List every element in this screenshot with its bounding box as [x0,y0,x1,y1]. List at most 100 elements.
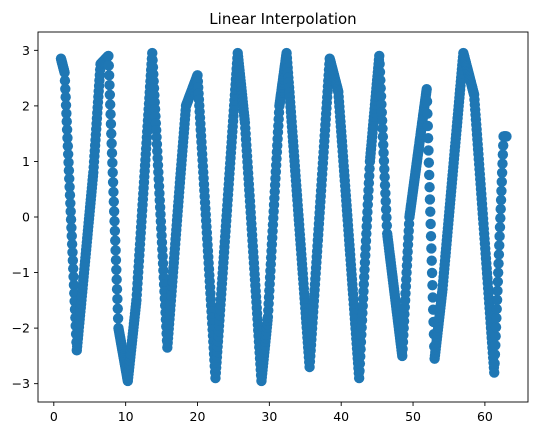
data-point [62,149,74,160]
data-point [374,50,385,62]
data-point [374,66,386,78]
x-tick-label: 20 [190,409,206,424]
data-point [494,222,506,233]
y-tick-label: 2 [22,98,30,113]
data-point [111,264,122,275]
data-point [378,139,389,150]
data-point [494,231,505,242]
data-point [60,100,72,111]
data-point [61,124,73,135]
data-point [61,108,72,119]
chart-title: Linear Interpolation [209,10,356,28]
y-axis: −3 −2 −1 0 1 2 3 [12,43,38,391]
x-tick-label: 40 [333,409,349,424]
x-tick-label: 60 [477,409,493,424]
data-point [105,118,117,130]
data-point [375,91,387,102]
data-point [489,358,500,369]
data-point [104,89,116,100]
data-point [111,274,122,285]
data-point [376,99,387,110]
data-point [378,147,389,159]
data-point [493,249,505,260]
data-point [68,263,79,274]
data-point [495,212,506,224]
y-tick-label: −3 [12,376,30,391]
data-point [109,215,120,227]
x-tick-label: 30 [261,409,277,424]
data-point [111,284,123,295]
data-point [380,188,391,199]
data-point [107,157,118,169]
data-point [103,60,114,71]
data-point [64,173,75,184]
y-tick-label: −1 [12,265,30,280]
data-point [496,185,507,197]
data-point [108,186,119,198]
y-tick-label: −2 [12,321,30,336]
data-point [66,238,78,250]
data-point [109,225,121,237]
data-point [108,196,120,207]
data-point [67,247,78,258]
data-point [68,279,80,291]
data-point [498,140,509,151]
data-point [67,255,79,266]
data-point [426,255,437,266]
data-point [66,222,77,233]
data-point [427,279,438,291]
data-point [379,171,390,183]
data-point [496,176,507,188]
data-point [65,206,76,217]
data-point [381,212,392,223]
data-point [110,245,121,256]
data-point [424,169,435,181]
data-point [103,50,114,62]
data-point [376,115,388,126]
data-point [495,194,507,206]
data-point [62,140,74,152]
data-point [495,203,506,215]
data-point [422,133,434,144]
data-point [489,367,500,378]
y-tick-label: 1 [22,154,30,169]
data-point [105,109,116,120]
data-point [425,230,437,242]
data-point [491,294,503,306]
data-point [493,258,504,269]
data-point [377,131,389,142]
data-point [381,220,393,231]
data-point [110,254,122,266]
data-point [106,128,117,139]
data-point [375,74,386,86]
data-point [423,145,434,156]
data-point [374,58,385,70]
data-point [64,189,76,201]
x-axis: 0 10 20 30 40 50 60 [50,402,493,424]
data-point [424,182,435,193]
data-point [65,198,76,209]
y-tick-label: 3 [22,43,30,58]
data-point [489,349,501,360]
data-point [379,163,390,175]
data-point [103,70,115,81]
data-point [426,243,437,254]
data-point [379,179,391,191]
data-point [490,321,502,333]
data-point [60,91,71,103]
data-point [496,167,508,178]
data-point [112,313,124,324]
data-point [63,157,74,168]
data-point [105,99,116,110]
data-point [68,271,79,282]
data-point [497,149,509,160]
data-point [375,83,386,94]
data-point [423,157,435,168]
data-point [421,84,432,95]
data-point [425,218,436,230]
data-point [104,79,115,91]
data-point [112,293,123,305]
data-point [491,303,502,315]
data-point [421,96,433,107]
